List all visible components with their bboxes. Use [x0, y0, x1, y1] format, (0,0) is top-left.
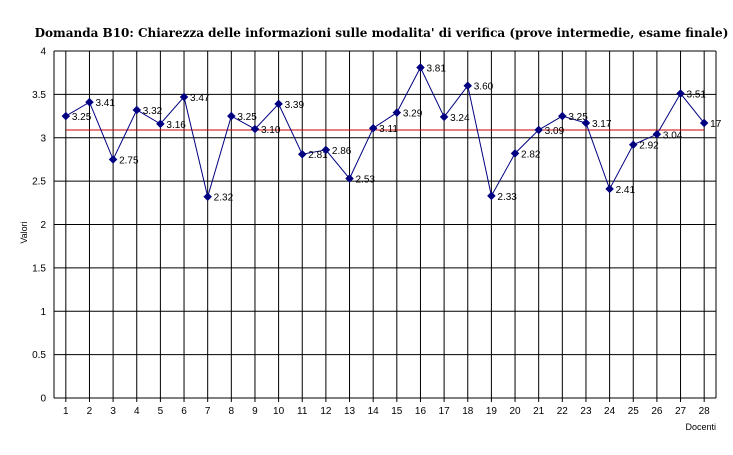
x-tick-label: 25: [628, 406, 640, 417]
y-tick-label: 2.5: [32, 177, 46, 188]
data-point: [274, 99, 283, 109]
data-label: 3.81: [426, 63, 446, 74]
data-label: 3.25: [568, 112, 588, 123]
x-tick-label: 18: [462, 406, 474, 417]
data-label: 3.51: [687, 90, 707, 101]
x-tick-label: 11: [297, 406, 308, 417]
x-tick-label: 22: [557, 406, 569, 417]
data-label: 2.41: [616, 185, 636, 196]
data-label: 2.33: [497, 192, 517, 203]
x-tick-label: 21: [533, 406, 545, 417]
data-point: [699, 118, 709, 128]
data-point: [628, 140, 638, 150]
data-label: 3.32: [143, 106, 163, 117]
data-label: 3.47: [190, 93, 210, 104]
y-tick-label: 1.5: [32, 263, 46, 274]
data-point: [676, 89, 685, 98]
data-point: [226, 111, 236, 121]
y-tick-label: 3: [40, 133, 46, 144]
x-tick-label: 8: [229, 406, 235, 417]
data-point: [652, 129, 662, 139]
data-label: 3.04: [663, 130, 683, 141]
y-tick-label: 2: [40, 220, 46, 231]
x-tick-label: 3: [110, 406, 116, 417]
data-label: 3.41: [95, 98, 115, 109]
x-tick-label: 6: [181, 406, 187, 417]
data-point: [557, 111, 567, 121]
y-tick-label: 4: [40, 47, 46, 58]
data-point: [534, 125, 544, 135]
chart-title: Domanda B10: Chiarezza delle informazion…: [34, 26, 729, 40]
data-point: [368, 123, 378, 133]
data-label: 17: [710, 119, 722, 130]
series-line: [65, 66, 705, 199]
x-tick-label: 5: [158, 406, 164, 417]
data-point: [510, 149, 520, 158]
data-label: 2.86: [332, 146, 352, 157]
data-point: [203, 192, 213, 202]
data-label: 3.16: [166, 120, 186, 131]
data-label: 3.17: [592, 119, 612, 130]
x-tick-label: 9: [252, 406, 258, 417]
data-label: 3.39: [285, 100, 305, 111]
data-label: 2.82: [521, 149, 541, 160]
x-tick-label: 2: [87, 406, 93, 417]
data-point: [156, 119, 165, 129]
y-tick-label: 0.5: [32, 350, 46, 361]
x-tick-label: 1: [63, 406, 69, 417]
data-label: 3.24: [450, 113, 470, 124]
data-label: 2.81: [308, 150, 328, 161]
x-tick-label: 13: [344, 406, 356, 417]
data-label: 2.53: [356, 175, 376, 186]
data-label: 3.29: [403, 109, 423, 120]
data-point: [463, 81, 473, 91]
x-tick-label: 27: [675, 406, 687, 417]
data-point: [179, 92, 189, 102]
data-point: [392, 108, 402, 117]
x-tick-label: 24: [604, 406, 616, 417]
x-tick-label: 23: [580, 406, 592, 417]
data-point: [85, 97, 94, 107]
x-tick-label: 4: [134, 406, 140, 417]
data-point: [108, 155, 118, 164]
data-point: [321, 145, 331, 155]
x-tick-label: 28: [699, 406, 711, 417]
x-tick-label: 17: [439, 406, 451, 417]
data-label: 3.25: [72, 112, 92, 123]
data-label: 3.10: [261, 125, 281, 136]
y-tick-label: 3.5: [32, 90, 46, 101]
data-point: [345, 174, 354, 183]
data-point: [61, 111, 71, 121]
data-point: [581, 118, 591, 128]
x-tick-label: 16: [415, 406, 427, 417]
x-axis-label: Docenti: [685, 422, 716, 432]
y-axis-label: Valori: [19, 221, 29, 243]
x-tick-label: 7: [205, 406, 211, 417]
data-point: [297, 149, 307, 159]
data-label: 3.09: [545, 126, 565, 137]
data-point: [416, 63, 425, 72]
x-tick-label: 10: [273, 406, 285, 417]
x-tick-label: 15: [391, 406, 403, 417]
x-tick-label: 20: [509, 406, 521, 417]
data-label: 3.11: [379, 124, 398, 135]
x-tick-label: 26: [651, 406, 663, 417]
data-point: [605, 184, 614, 194]
x-tick-label: 19: [486, 406, 498, 417]
data-label: 3.60: [474, 82, 494, 93]
data-label: 3.25: [237, 112, 257, 123]
data-label: 2.75: [119, 155, 139, 166]
data-point: [250, 124, 260, 134]
data-point: [132, 105, 142, 115]
x-tick-label: 12: [320, 406, 332, 417]
data-point: [487, 191, 496, 201]
y-tick-label: 0: [40, 394, 46, 405]
data-label: 2.32: [214, 193, 234, 204]
data-point: [439, 112, 449, 122]
x-tick-label: 14: [368, 406, 380, 417]
data-label: 2.92: [639, 141, 659, 152]
y-tick-label: 1: [40, 307, 46, 318]
